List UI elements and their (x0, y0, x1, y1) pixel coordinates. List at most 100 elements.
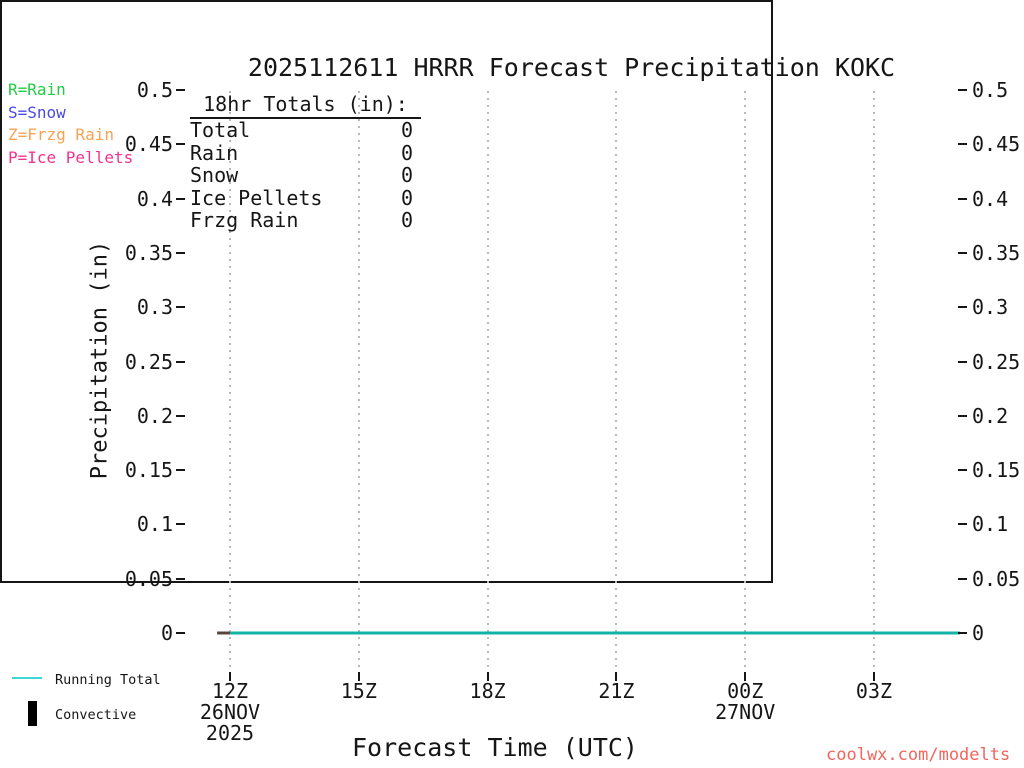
y-axis-tick-left (176, 89, 185, 91)
totals-row-label: Total (190, 118, 251, 142)
y-axis-tick-right (958, 632, 967, 634)
x-axis-tick (229, 672, 231, 681)
y-axis-tick-right (958, 143, 967, 146)
totals-row: Rain 0 (190, 140, 421, 165)
totals-row-label: Snow (190, 163, 239, 188)
y-tick-label-right: 0.45 (972, 132, 1021, 157)
y-tick-label-right: 0.1 (972, 512, 1009, 537)
precip-type-key-item: Z=Frzg Rain (8, 125, 114, 145)
y-axis-tick-right (958, 251, 967, 254)
y-tick-label-left: 0.25 (124, 349, 173, 374)
x-tick-label-group: 00Z 27NOV (700, 681, 790, 723)
grid-line-vertical (744, 91, 747, 670)
y-tick-label-left: 0.45 (124, 132, 173, 157)
totals-box: 18hr Totals (in): Total 0 Rain 0 Snow 0 Ice Pe… (190, 93, 421, 232)
y-tick-label-right: 0.25 (972, 349, 1021, 374)
y-tick-label-left: 0.35 (124, 240, 173, 265)
y-tick-label-right: 0.4 (972, 186, 1009, 211)
y-tick-label-right: 0.5 (972, 78, 1009, 102)
watermark: coolwx.com/modelts (826, 745, 1011, 765)
y-axis-tick-left (176, 577, 185, 580)
y-tick-label-left: 0.2 (136, 403, 173, 428)
totals-row: Snow 0 (190, 164, 421, 187)
precip-type-key-item: S=Snow (8, 102, 66, 122)
y-tick-label-right: 0 (972, 621, 985, 645)
y-axis-tick-left (176, 251, 185, 254)
x-tick-label: 00Z (727, 679, 764, 703)
x-tick-label: 21Z (598, 679, 635, 703)
y-axis-label: Precipitation (in) (87, 240, 113, 480)
y-axis-tick-left (176, 469, 185, 472)
precip-type-key-item: R=Rain (8, 80, 66, 99)
y-tick-label-left: 0.3 (136, 295, 173, 320)
x-tick-label-group: 15Z (314, 681, 404, 702)
y-axis-tick-left (176, 414, 185, 417)
grid-line-vertical (229, 91, 231, 670)
plot-frame (0, 0, 773, 583)
totals-row-label: Ice Pellets (190, 185, 323, 210)
totals-row-value: 0 (400, 208, 413, 233)
x-axis-tick (872, 672, 875, 681)
x-tick-label: 15Z (340, 679, 377, 703)
y-tick-label-right: 0.35 (972, 240, 1021, 265)
precip-type-key-item: P=Ice Pellets (8, 147, 134, 167)
x-axis-tick (615, 672, 618, 681)
totals-row: Frzg Rain 0 (190, 209, 421, 232)
totals-row-value: 0 (400, 185, 413, 210)
grid-line-vertical (486, 91, 489, 670)
x-tick-label: 03Z (855, 679, 893, 703)
x-tick-label-group: 18Z (443, 681, 533, 702)
x-axis-tick (357, 672, 360, 681)
y-axis-tick-left (176, 360, 185, 363)
totals-row-value: 0 (400, 163, 413, 188)
x-tick-date-label: 26NOV (199, 700, 261, 724)
grid-line-vertical (615, 91, 618, 670)
totals-row-label: Rain (190, 140, 239, 165)
y-axis-tick-left (176, 197, 185, 200)
x-tick-label: 18Z (469, 679, 506, 703)
y-axis-tick-right (958, 89, 967, 91)
grid-line-vertical (872, 91, 875, 670)
x-tick-label-group: 03Z (829, 681, 919, 702)
y-tick-label-right: 0.05 (972, 566, 1021, 591)
y-axis-tick-left (176, 306, 185, 309)
convective-legend-label: Convective (55, 707, 137, 723)
x-tick-label: 12Z (211, 679, 249, 703)
x-axis-tick (744, 672, 747, 681)
y-axis-tick-right (958, 523, 967, 526)
y-tick-label-right: 0.3 (972, 295, 1009, 320)
y-tick-label-right: 0.2 (972, 403, 1009, 428)
y-tick-label-left: 0.15 (124, 458, 173, 483)
totals-row: Ice Pellets 0 (190, 187, 421, 210)
page-title: 2025112611 HRRR Forecast Precipitation K… (247, 53, 896, 82)
y-tick-label-left: 0.1 (136, 512, 173, 537)
running-total-line-swatch (12, 677, 42, 679)
running-total-legend-label: Running Total (55, 672, 161, 688)
y-tick-label-left: 0 (160, 621, 173, 645)
y-tick-label-right: 0.15 (972, 458, 1021, 483)
y-axis-tick-right (958, 360, 967, 363)
x-axis-label: Forecast Time (UTC) (352, 733, 638, 762)
precip-type-key: R=Rain S=Snow Z=Frzg Rain P=Ice Pellets (8, 79, 133, 169)
totals-row-label: Frzg Rain (190, 208, 299, 233)
x-axis-tick (486, 672, 489, 681)
convective-bar-swatch (28, 701, 37, 726)
x-tick-label-group: 12Z 26NOV 2025 (185, 681, 275, 744)
totals-row: Total 0 (190, 119, 421, 142)
y-axis-tick-right (958, 414, 967, 417)
x-tick-date-label: 27NOV (715, 700, 776, 724)
x-tick-label-group: 21Z (571, 681, 661, 702)
y-axis-tick-right (958, 577, 967, 580)
grid-line-vertical (357, 91, 360, 670)
y-axis-tick-right (958, 197, 967, 200)
y-axis-tick-left (176, 143, 185, 146)
y-tick-label-left: 0.05 (124, 566, 173, 591)
y-tick-label-left: 0.5 (136, 78, 173, 102)
totals-row-value: 0 (400, 118, 413, 142)
y-tick-label-left: 0.4 (136, 186, 173, 211)
y-axis-tick-left (176, 632, 185, 634)
y-axis-tick-right (958, 306, 967, 309)
